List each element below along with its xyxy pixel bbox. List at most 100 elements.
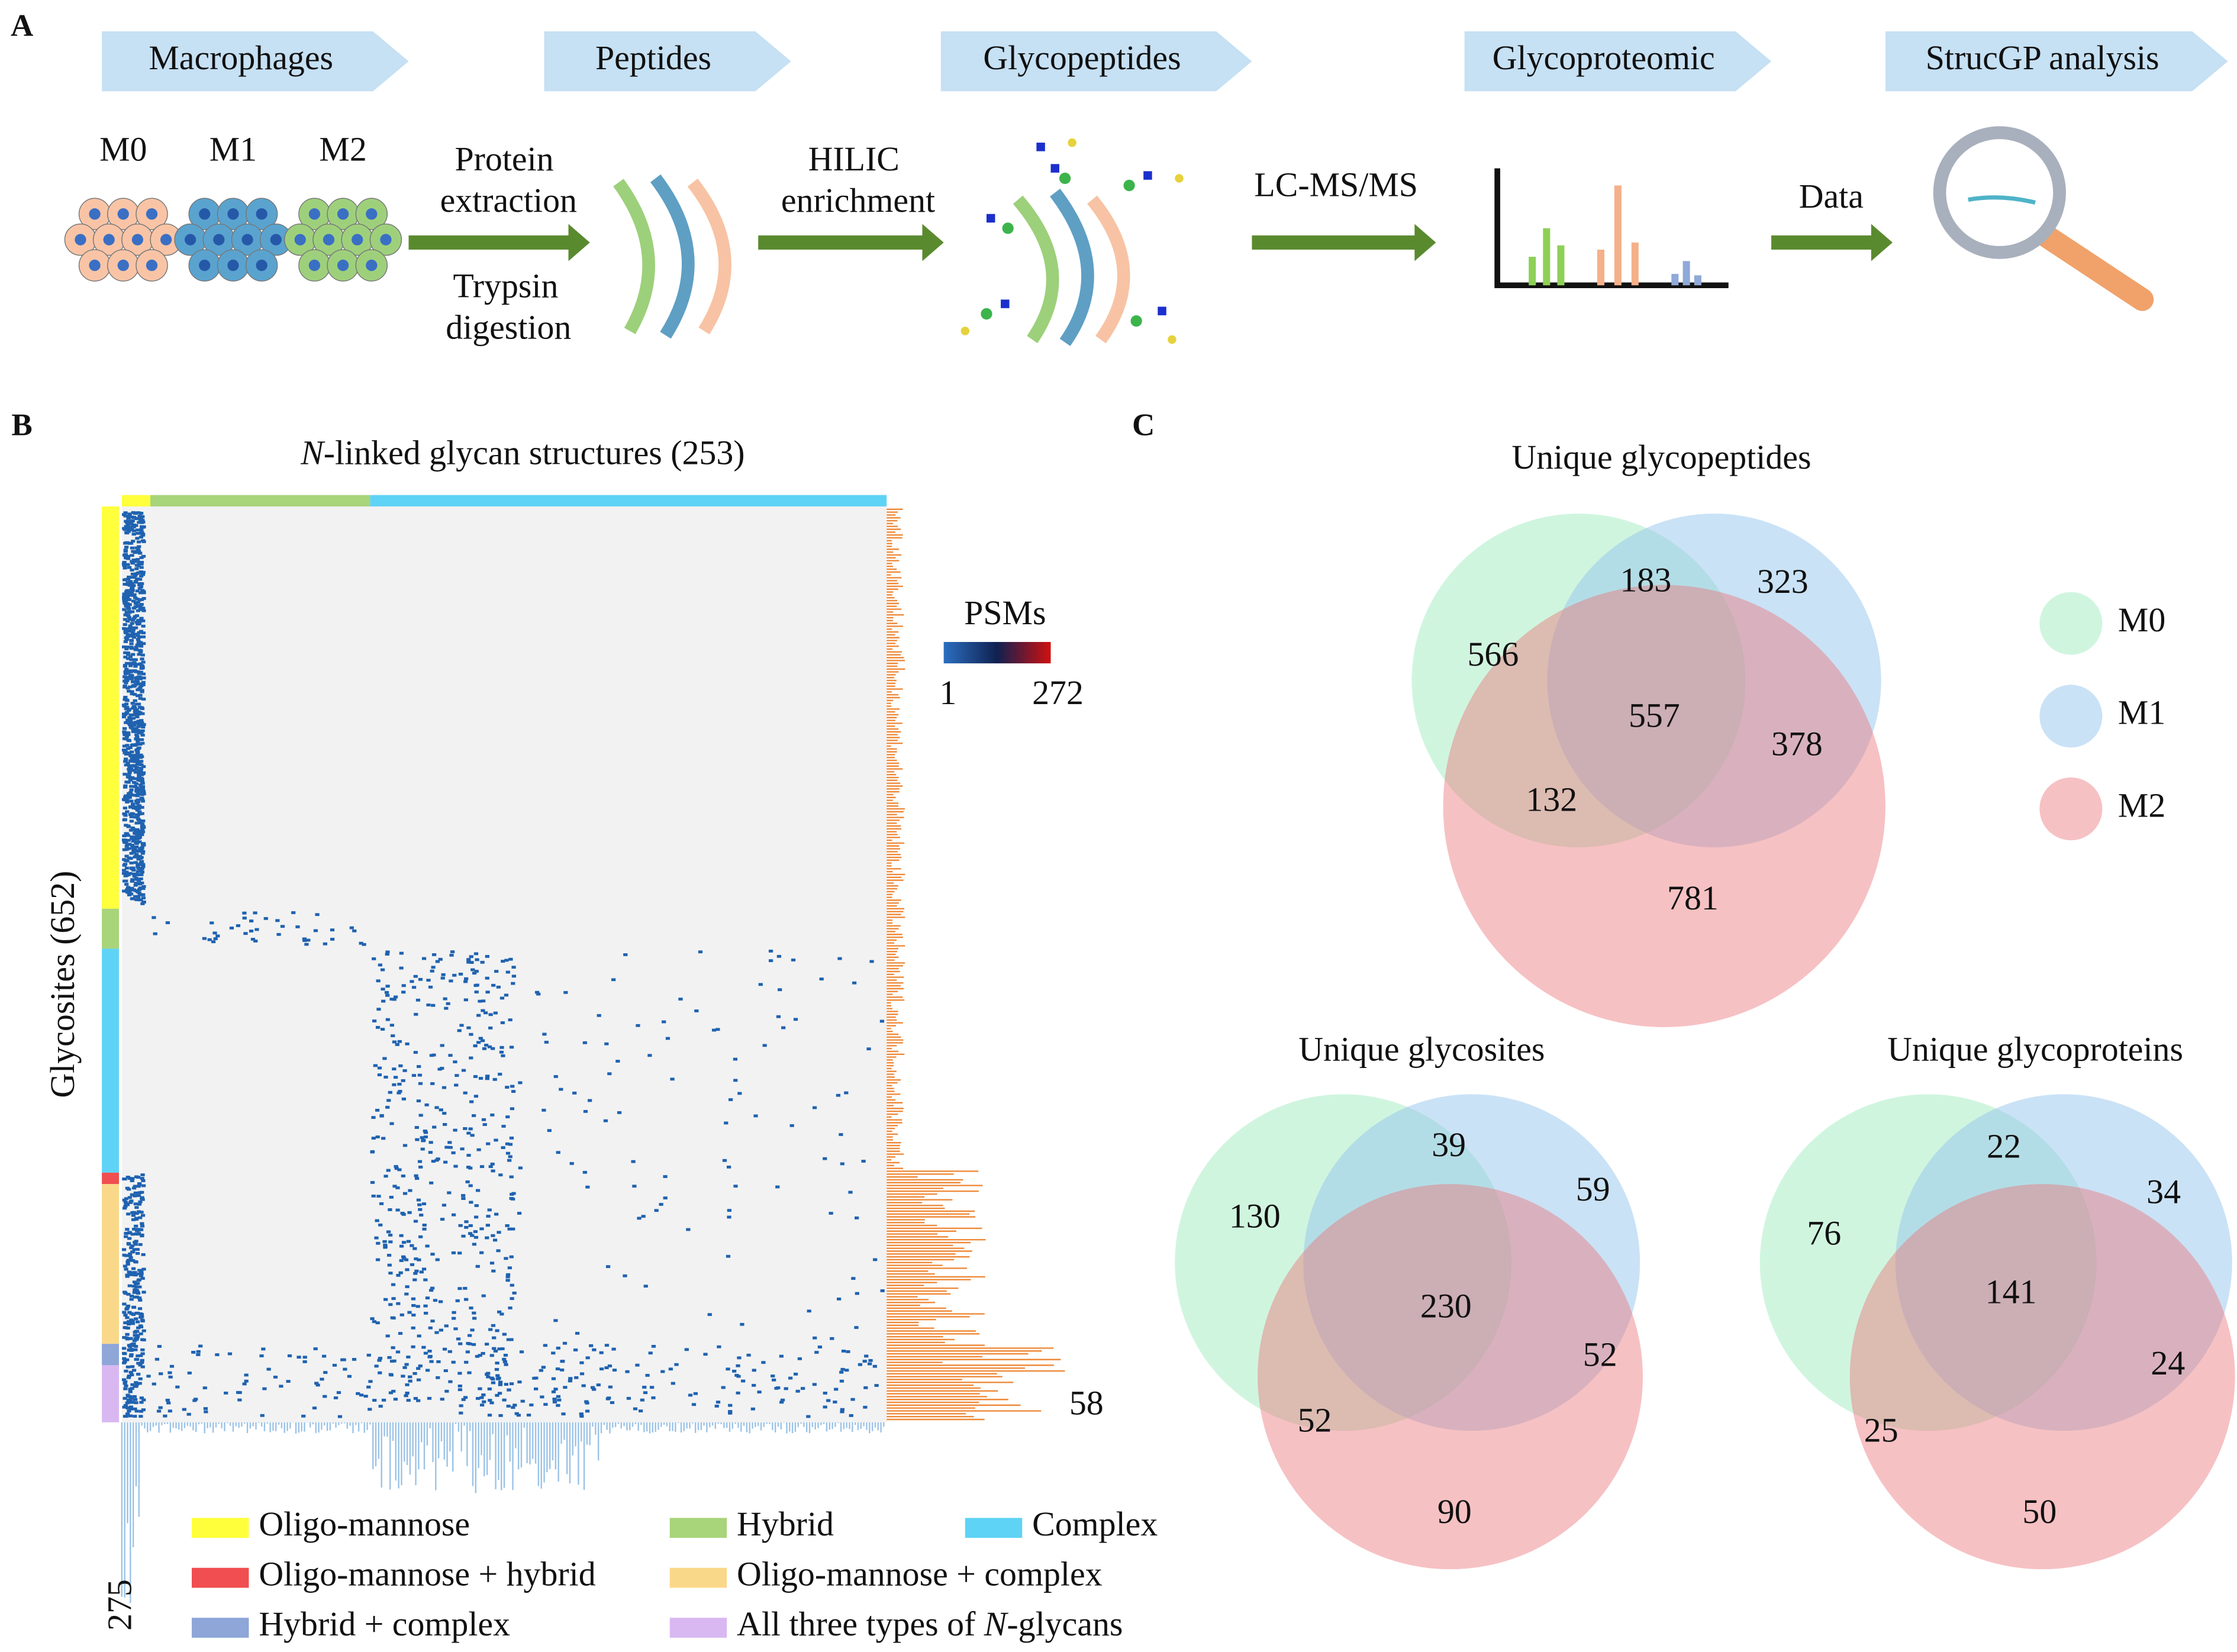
legend-swatch [192,1567,249,1588]
nucleus [323,234,335,246]
legend-label: M0 [2118,601,2165,639]
venn-count: 90 [1437,1492,1472,1531]
nucleus [227,259,239,272]
text: All three types of [737,1605,984,1643]
nucleus [256,259,267,272]
nucleus [270,234,282,246]
label: Protein [455,140,553,178]
legend-label: Oligo-mannose [259,1505,470,1544]
legend-label: Hybrid [737,1505,834,1544]
label: LC-MS/MS [1254,166,1418,204]
text: Oligo-mannose + complex [737,1555,1103,1593]
legend-label: M1 [2118,693,2165,732]
venn-circle [1258,1184,1643,1570]
step-banner [102,31,409,92]
nucleus [256,208,267,220]
legend-swatch [669,1567,727,1588]
venn-count: 141 [1985,1273,2037,1311]
text: Hybrid [737,1505,834,1544]
nucleus [117,259,129,272]
nucleus [308,259,321,272]
panel-label: A [11,8,33,43]
nucleus [89,259,101,272]
venn-count: 557 [1629,696,1680,734]
nucleus [308,208,321,220]
venn-count: 566 [1468,635,1519,673]
nucleus [337,259,349,272]
arrow [758,224,944,262]
legend-label: Oligo-mannose + complex [737,1555,1103,1593]
step-banner [940,31,1252,92]
legend-swatch [669,1518,727,1538]
nucleus [213,234,225,246]
venn-count: 323 [1757,562,1809,601]
right-max: 58 [1069,1384,1104,1422]
text: N [984,1605,1009,1643]
venn-count: 230 [1420,1287,1472,1325]
venn-count: 378 [1771,725,1823,763]
legend-dot [2039,592,2103,655]
panel-label: C [1132,408,1155,442]
legend-dot [2039,685,2103,748]
legend-swatch [965,1518,1023,1538]
scale-max: 272 [1032,673,1084,712]
label: Data [1799,177,1864,215]
label: digestion [446,308,571,347]
text: Hybrid + complex [259,1605,510,1643]
venn-count: 39 [1432,1125,1466,1164]
venn-count: 25 [1864,1411,1898,1449]
legend-swatch [669,1618,727,1638]
panel-label: B [11,408,32,442]
venn-count: 130 [1229,1197,1281,1235]
venn-title: Unique glycoproteins [1887,1030,2183,1069]
nucleus [184,234,196,246]
text: Complex [1032,1505,1158,1544]
arrow [408,224,590,262]
legend-label: M2 [2118,786,2165,824]
nucleus [294,234,306,246]
nucleus [146,259,158,272]
scale-title: PSMs [964,593,1046,632]
cell-label: M1 [209,130,257,168]
nucleus [227,208,239,220]
venn-circle [1443,585,1885,1027]
text: -glycans [1007,1605,1123,1643]
step-title: Peptides [595,38,711,77]
nucleus [89,208,101,220]
legend-label: Hybrid + complex [259,1605,510,1643]
venn-count: 52 [1298,1401,1332,1440]
step-title: Glycopeptides [983,38,1181,77]
venn-circle [1547,513,1881,848]
nucleus [352,234,363,246]
arrow [1771,224,1893,262]
venn-count: 132 [1526,780,1577,819]
nucleus [380,234,392,246]
step-banner [1885,31,2228,92]
venn-circle [1849,1184,2235,1570]
label: Trypsin [453,267,558,305]
venn-count: 781 [1667,879,1719,917]
venn-count: 50 [2022,1492,2057,1531]
nucleus [103,234,115,246]
nucleus [241,234,253,246]
decoration [102,126,2154,1603]
venn-count: 183 [1620,560,1671,599]
scale-min: 1 [939,673,956,712]
venn-title: Unique glycopeptides [1511,438,1811,476]
italic: N [300,434,325,472]
legend-label: Oligo-mannose + hybrid [259,1555,595,1593]
venn-count: 52 [1583,1335,1617,1374]
step-title: StrucGP analysis [1926,38,2159,77]
legend-swatch [192,1518,249,1538]
label: extraction [440,181,577,220]
venn-count: 34 [2146,1173,2181,1211]
legend-label: Complex [1032,1505,1158,1544]
venn-count: 22 [1987,1127,2021,1166]
nucleus [146,208,158,220]
nucleus [337,208,349,220]
nucleus [366,208,378,220]
legend-dot [2039,777,2103,841]
step-banner [1464,31,1772,92]
text: Oligo-mannose [259,1505,470,1544]
